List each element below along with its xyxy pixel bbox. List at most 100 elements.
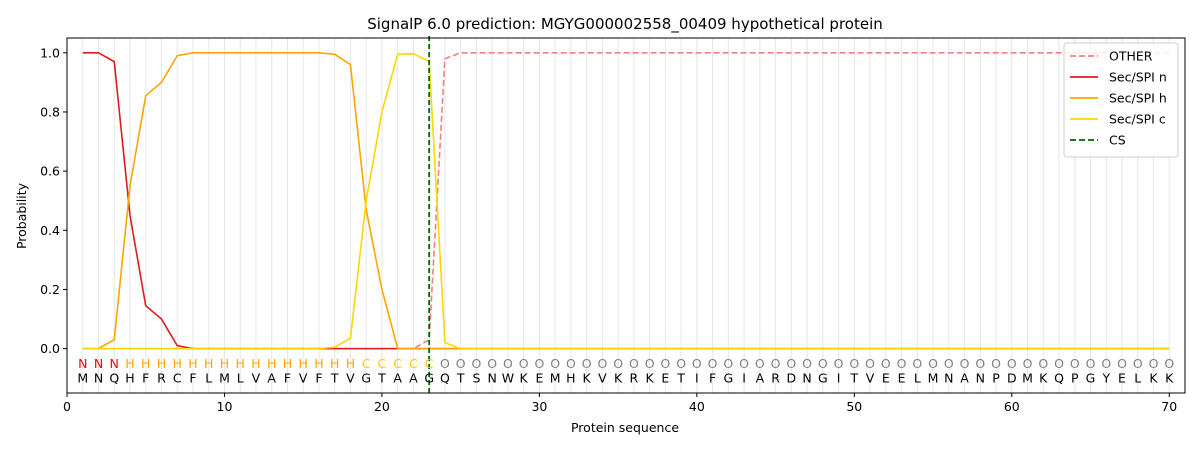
- region-label: C: [362, 356, 371, 371]
- residue-label: Y: [1101, 371, 1110, 386]
- region-label: O: [849, 356, 859, 371]
- region-label: O: [1149, 356, 1159, 371]
- x-axis-label: Protein sequence: [571, 420, 679, 435]
- residue-label: G: [424, 371, 434, 386]
- residue-label: Q: [109, 371, 119, 386]
- residue-label: G: [1086, 371, 1096, 386]
- region-label: O: [881, 356, 891, 371]
- region-label: O: [1054, 356, 1064, 371]
- residue-label: M: [928, 371, 939, 386]
- y-tick-label: 0.2: [40, 282, 60, 297]
- residue-label: V: [598, 371, 607, 386]
- region-label: O: [440, 356, 450, 371]
- region-label: O: [1023, 356, 1033, 371]
- region-label: O: [550, 356, 560, 371]
- y-tick-label: 0.0: [40, 341, 60, 356]
- region-label: O: [1007, 356, 1017, 371]
- residue-label: T: [456, 371, 465, 386]
- residue-label: D: [787, 371, 797, 386]
- region-label: H: [251, 356, 260, 371]
- residue-label: F: [284, 371, 291, 386]
- series-layer: [82, 36, 1170, 393]
- region-label: O: [865, 356, 875, 371]
- region-label: O: [582, 356, 592, 371]
- region-label: O: [629, 356, 639, 371]
- region-label: O: [1086, 356, 1096, 371]
- x-tick-label: 70: [1161, 399, 1177, 414]
- residue-label: V: [346, 371, 355, 386]
- residue-label: T: [676, 371, 685, 386]
- residue-label: F: [709, 371, 716, 386]
- legend-label: Sec/SPI c: [1109, 112, 1166, 127]
- residue-label: Q: [1054, 371, 1064, 386]
- y-tick-label: 0.6: [40, 164, 60, 179]
- region-label: H: [157, 356, 166, 371]
- region-label: O: [1101, 356, 1111, 371]
- region-label: H: [173, 356, 182, 371]
- region-label: O: [1164, 356, 1174, 371]
- region-label: O: [786, 356, 796, 371]
- residue-label: E: [898, 371, 906, 386]
- residue-label: E: [882, 371, 890, 386]
- region-label: H: [346, 356, 355, 371]
- residue-label: N: [802, 371, 811, 386]
- region-label: H: [314, 356, 323, 371]
- residue-label: W: [502, 371, 514, 386]
- legend-label: Sec/SPI h: [1109, 91, 1167, 106]
- legend-label: OTHER: [1109, 49, 1153, 64]
- grid-layer: [82, 38, 1170, 393]
- region-label: H: [283, 356, 292, 371]
- residue-label: C: [173, 371, 182, 386]
- region-label: O: [1070, 356, 1080, 371]
- region-label: O: [692, 356, 702, 371]
- series-line-sec-spi-n: [82, 51, 1170, 350]
- region-label: C: [378, 356, 387, 371]
- region-label: O: [975, 356, 985, 371]
- x-tick-label: 0: [63, 399, 71, 414]
- residue-label: F: [142, 371, 149, 386]
- region-label: O: [613, 356, 623, 371]
- region-label: O: [960, 356, 970, 371]
- y-tick-label: 1.0: [40, 45, 60, 60]
- residue-label: S: [472, 371, 480, 386]
- residue-label: K: [1039, 371, 1048, 386]
- residue-label: N: [487, 371, 496, 386]
- region-label: O: [991, 356, 1001, 371]
- region-label: O: [928, 356, 938, 371]
- region-label: O: [802, 356, 812, 371]
- residue-label: T: [330, 371, 339, 386]
- x-tick-label: 10: [217, 399, 233, 414]
- residue-label: K: [1165, 371, 1174, 386]
- plot-frame: [66, 37, 1186, 394]
- region-label: O: [503, 356, 513, 371]
- residue-label: I: [742, 371, 746, 386]
- region-label: O: [739, 356, 749, 371]
- residue-label: T: [377, 371, 386, 386]
- residue-label: E: [1118, 371, 1126, 386]
- region-label: O: [723, 356, 733, 371]
- region-label: C: [409, 356, 418, 371]
- region-label: O: [755, 356, 765, 371]
- region-label: H: [188, 356, 197, 371]
- region-label: O: [487, 356, 497, 371]
- residue-label: P: [1071, 371, 1079, 386]
- region-label: H: [330, 356, 339, 371]
- series-line-sec-spi-c: [82, 52, 1170, 350]
- region-label: O: [818, 356, 828, 371]
- series-line-other: [82, 51, 1170, 350]
- residue-label: R: [630, 371, 639, 386]
- residue-label: N: [944, 371, 953, 386]
- residue-label: L: [205, 371, 212, 386]
- x-tick-label: 20: [374, 399, 390, 414]
- residue-label: R: [157, 371, 166, 386]
- residue-label: K: [646, 371, 655, 386]
- residue-label: E: [535, 371, 543, 386]
- region-label: N: [110, 356, 119, 371]
- residue-label: I: [837, 371, 841, 386]
- residue-label: V: [252, 371, 261, 386]
- region-label: O: [519, 356, 529, 371]
- residue-label: M: [550, 371, 561, 386]
- legend-label: Sec/SPI n: [1109, 70, 1167, 85]
- x-tick-label: 60: [1004, 399, 1020, 414]
